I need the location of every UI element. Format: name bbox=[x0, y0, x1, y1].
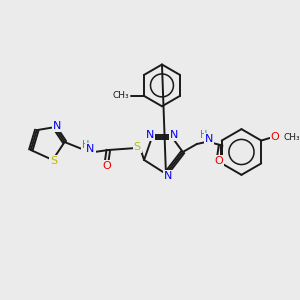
Text: N: N bbox=[52, 121, 61, 131]
Text: S: S bbox=[134, 142, 141, 152]
Text: O: O bbox=[271, 132, 280, 142]
Text: H: H bbox=[200, 130, 207, 140]
Text: N: N bbox=[86, 144, 94, 154]
Text: N: N bbox=[164, 171, 172, 181]
Text: N: N bbox=[146, 130, 154, 140]
Text: CH₃: CH₃ bbox=[283, 133, 300, 142]
Text: H: H bbox=[82, 140, 89, 150]
Text: N: N bbox=[170, 130, 178, 140]
Text: CH₃: CH₃ bbox=[112, 91, 129, 100]
Text: O: O bbox=[214, 156, 223, 166]
Text: O: O bbox=[102, 161, 111, 171]
Text: N: N bbox=[205, 134, 213, 144]
Text: S: S bbox=[50, 156, 57, 166]
